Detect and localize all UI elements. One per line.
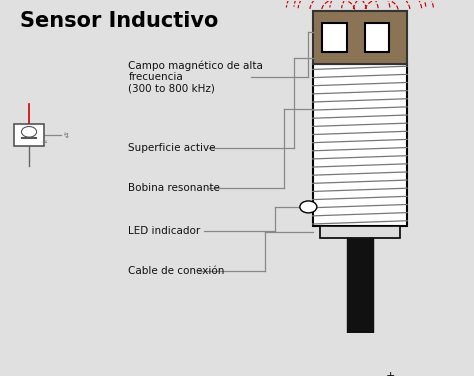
Text: ↯: ↯ [63, 130, 69, 139]
Bar [319, 226, 400, 238]
Text: +: + [386, 371, 395, 376]
Bar [313, 64, 407, 226]
Text: LED indicador: LED indicador [128, 226, 201, 237]
Bar [322, 23, 346, 52]
Bar [313, 11, 407, 64]
Text: Cable de conexión: Cable de conexión [128, 266, 225, 276]
Bar [14, 124, 45, 146]
Text: Bobina resonante: Bobina resonante [128, 183, 220, 193]
Circle shape [21, 126, 36, 137]
Bar [347, 238, 373, 349]
Text: Superficie active: Superficie active [128, 143, 216, 153]
Bar [365, 23, 389, 52]
Text: Sensor Inductivo: Sensor Inductivo [19, 11, 218, 31]
Text: ≈: ≈ [41, 138, 47, 144]
Text: -: - [325, 371, 329, 376]
Text: Campo magnético de alta
frecuencia
(300 to 800 kHz): Campo magnético de alta frecuencia (300 … [128, 60, 263, 94]
Circle shape [300, 201, 317, 213]
